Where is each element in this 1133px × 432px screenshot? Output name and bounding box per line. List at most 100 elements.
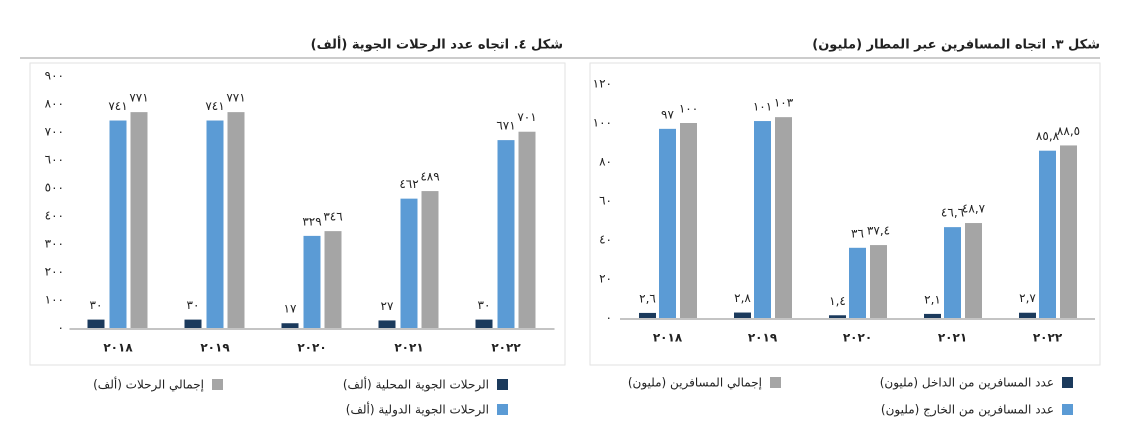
data-label: ٤٦٢ <box>399 177 418 191</box>
x-tick-label: ٢٠١٨ <box>653 331 683 345</box>
bar <box>184 319 202 328</box>
legend-label: الرحلات الجوية المحلية (ألف) <box>343 377 489 393</box>
x-tick-label: ٢٠١٩ <box>748 331 778 345</box>
bar <box>659 128 676 318</box>
bar <box>1019 312 1036 318</box>
bar <box>924 313 941 318</box>
y-tick-label: ٩٠٠ <box>45 69 64 83</box>
legend-swatch <box>770 377 781 388</box>
chart-title: شكل ٣. اتجاه المسافرين عبر المطار (مليون… <box>812 38 1100 53</box>
data-label: ٣٠ <box>90 298 103 312</box>
data-label: ٨٥,٨ <box>1036 129 1060 143</box>
legend-label: إجمالي الرحلات (ألف) <box>93 377 204 393</box>
data-label: ٣٦ <box>851 226 864 240</box>
bar <box>829 315 846 318</box>
legend-swatch <box>1062 377 1073 388</box>
data-label: ٢,٧ <box>1019 291 1036 305</box>
x-tick-label: ٢٠٢٢ <box>1033 331 1063 345</box>
data-label: ٧٧١ <box>226 91 245 105</box>
y-tick-label: ٧٠٠ <box>45 125 64 139</box>
bar <box>421 191 439 328</box>
bar <box>1060 145 1077 318</box>
data-label: ٧٠١ <box>517 110 536 124</box>
y-tick-label: ٢٠ <box>599 272 612 286</box>
legend-label: الرحلات الجوية الدولية (ألف) <box>346 402 489 418</box>
y-tick-label: ٣٠٠ <box>45 237 64 251</box>
data-label: ٤٨٩ <box>420 170 439 184</box>
bar <box>639 312 656 318</box>
data-label: ٢,٦ <box>639 291 656 305</box>
bar <box>109 120 127 329</box>
y-tick-label: ٤٠ <box>599 233 612 247</box>
bar <box>475 319 493 328</box>
y-tick-label: ١٠٠ <box>593 116 612 130</box>
legend-label: عدد المسافرين من الداخل (مليون) <box>880 376 1054 391</box>
x-tick-label: ٢٠٢١ <box>394 341 423 355</box>
y-tick-label: ٠ <box>58 321 64 335</box>
data-label: ٣٠ <box>187 298 200 312</box>
x-tick-label: ٢٠٢٢ <box>491 341 521 355</box>
data-label: ٣٧,٤ <box>867 224 890 238</box>
legend-label: عدد المسافرين من الخارج (مليون) <box>881 403 1054 418</box>
data-label: ٩٧ <box>661 107 674 121</box>
y-tick-label: ١٢٠ <box>593 77 612 91</box>
y-tick-label: ٢٠٠ <box>45 265 64 279</box>
bar <box>1039 150 1056 318</box>
data-label: ٢٧ <box>381 299 394 313</box>
data-label: ٣٤٦ <box>323 210 342 224</box>
data-label: ٦٧١ <box>496 119 515 133</box>
bar <box>734 312 751 318</box>
bar <box>303 235 321 328</box>
chart-title: شكل ٤. اتجاه عدد الرحلات الجوية (ألف) <box>311 36 563 53</box>
data-label: ١٧ <box>284 302 297 316</box>
y-tick-label: ٠ <box>606 311 612 325</box>
x-tick-label: ٢٠٢١ <box>938 331 967 345</box>
data-label: ٤٦,٦ <box>941 206 964 220</box>
bar <box>227 112 245 329</box>
y-tick-label: ٨٠ <box>599 155 612 169</box>
chart-frame <box>29 62 566 366</box>
y-tick-label: ٨٠٠ <box>45 97 64 111</box>
y-tick-label: ٥٠٠ <box>45 181 64 195</box>
data-label: ١٠١ <box>753 100 772 114</box>
y-tick-label: ٦٠ <box>599 194 612 208</box>
x-tick-label: ٢٠١٩ <box>200 341 230 355</box>
legend-label: إجمالي المسافرين (مليون) <box>628 376 762 391</box>
bar <box>130 112 148 329</box>
bar <box>849 247 866 318</box>
y-tick-label: ٤٠٠ <box>45 209 64 223</box>
data-label: ٤٨,٧ <box>962 202 986 216</box>
data-label: ٣٠ <box>478 298 491 312</box>
bar <box>965 223 982 318</box>
bar <box>944 227 961 318</box>
data-label: ٣٢٩ <box>302 214 321 228</box>
bar <box>870 245 887 318</box>
bar <box>378 320 396 328</box>
legend-swatch <box>212 379 223 390</box>
bar <box>754 121 771 318</box>
data-label: ١٠٣ <box>774 96 794 110</box>
bar <box>400 198 418 328</box>
x-tick-label: ٢٠٢٠ <box>297 341 326 355</box>
x-tick-label: ٢٠١٨ <box>103 341 133 355</box>
legend-swatch <box>497 379 508 390</box>
data-label: ٧٤١ <box>205 99 224 113</box>
bar <box>680 123 697 318</box>
data-label: ١,٤ <box>829 294 846 308</box>
data-label: ٢,٨ <box>734 291 751 305</box>
data-label: ٢,١ <box>924 292 941 306</box>
x-tick-label: ٢٠٢٠ <box>843 331 872 345</box>
data-label: ٧٧١ <box>129 91 148 105</box>
bar <box>87 319 105 328</box>
bar <box>497 140 515 328</box>
bar <box>206 120 224 329</box>
y-tick-label: ١٠٠ <box>45 293 64 307</box>
chart-frame <box>589 62 1101 366</box>
legend-swatch <box>497 404 508 415</box>
bar <box>775 117 792 319</box>
data-label: ٨٨,٥ <box>1057 124 1080 138</box>
bar <box>281 323 299 328</box>
data-label: ١٠٠ <box>679 102 698 116</box>
